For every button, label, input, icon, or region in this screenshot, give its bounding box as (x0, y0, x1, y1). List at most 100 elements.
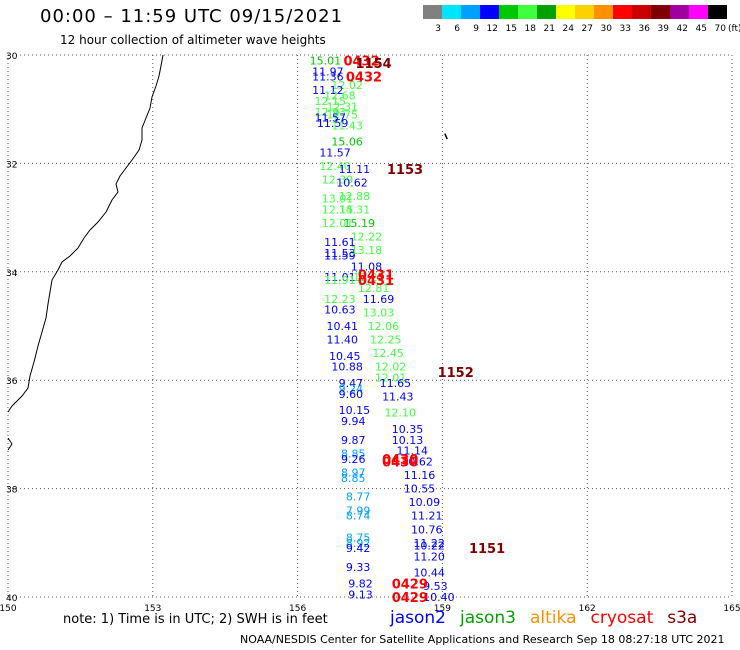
legend-swatch (594, 5, 613, 19)
page-subtitle: 12 hour collection of altimeter wave hei… (60, 33, 326, 47)
wave-height-label: 11.36 (312, 71, 344, 84)
wave-height-label: 12.22 (351, 231, 383, 244)
wave-height-label: 9.24 (339, 382, 364, 395)
wave-height-label: 11.16 (404, 469, 436, 482)
wave-height-label: 9.42 (346, 542, 371, 555)
wave-height-label: 10.45 (329, 350, 361, 363)
legend-swatch (537, 5, 556, 19)
pass-time-label: 0430 (382, 453, 418, 468)
wave-height-label: 12.06 (368, 320, 400, 333)
wave-height-label: 10.62 (401, 456, 433, 469)
legend-label: 30 (601, 24, 613, 34)
wave-height-label: 13.18 (351, 244, 383, 257)
lat-tick-label: 30 (6, 52, 18, 62)
wave-height-label: 10.09 (409, 496, 441, 509)
legend-swatch (575, 5, 594, 19)
wave-height-label: 9.53 (423, 580, 448, 593)
legend-swatch (480, 5, 499, 19)
pass-time-label: 0429 (392, 577, 428, 592)
wave-height-label: 10.35 (392, 423, 424, 436)
legend-label: 45 (696, 24, 707, 34)
satellite-legend-cryosat: cryosat (590, 608, 654, 628)
legend-label: 18 (525, 24, 537, 34)
wave-height-label: 10.62 (336, 176, 368, 189)
wave-height-label: 10.22 (413, 540, 445, 553)
wave-height-label: 11.14 (397, 445, 429, 458)
footer-note: note: 1) Time is in UTC; 2) SWH is in fe… (63, 612, 328, 627)
lon-tick-label: 150 (0, 604, 17, 614)
legend-swatch (499, 5, 518, 19)
pass-time-label: 1151 (469, 542, 505, 557)
wave-height-label: 11.01 (324, 271, 356, 284)
wave-height-label: 8.74 (346, 510, 371, 523)
wave-height-label: 12.15 (322, 203, 354, 216)
wave-height-label: 9.26 (341, 453, 366, 466)
satellite-legend-s3a: s3a (667, 608, 698, 628)
lon-tick-label: 165 (723, 604, 740, 614)
wave-height-label: 11.69 (363, 293, 395, 306)
wave-height-label: 9.82 (348, 577, 373, 590)
legend-swatch (632, 5, 651, 19)
wave-height-label: 7.99 (346, 504, 371, 517)
legend-swatch (613, 5, 632, 19)
wave-height-label: 12.25 (370, 334, 402, 347)
legend-label: 24 (563, 24, 575, 34)
wave-height-label: 11.43 (331, 119, 363, 132)
wave-height-label: 12.75 (327, 109, 359, 122)
pass-time-label: 1154 (356, 57, 392, 72)
pass-time-label: 0432 (346, 71, 382, 86)
wave-height-label: 15.01 (310, 54, 342, 67)
lat-tick-label: 32 (6, 160, 17, 170)
wave-height-label: 12.01 (375, 371, 407, 384)
wave-height-label: 11.21 (411, 510, 443, 523)
coastline (7, 54, 164, 413)
wave-height-label: 8.85 (341, 447, 366, 460)
legend-label: 15 (506, 24, 517, 34)
wave-height-label: 14.31 (339, 203, 371, 216)
wave-height-label: 11.11 (339, 163, 371, 176)
wave-height-label: 9.60 (339, 388, 364, 401)
satellite-legend-jason3: jason3 (460, 608, 516, 628)
legend-swatch (423, 5, 442, 19)
wave-height-label: 8.97 (341, 466, 366, 479)
wave-height-label: 11.12 (312, 84, 344, 97)
legend-label: 27 (582, 24, 593, 34)
lon-tick-label: 159 (434, 604, 451, 614)
wave-height-label: 11.22 (413, 537, 445, 550)
wave-height-label: 10.63 (324, 304, 356, 317)
wave-height-label: 11.53 (324, 247, 356, 260)
wave-height-label: 8.85 (341, 472, 366, 485)
legend-label: 39 (658, 24, 670, 34)
coastline-fragment (7, 437, 13, 451)
wave-height-label: 8.92 (346, 537, 371, 550)
legend-swatch (518, 5, 537, 19)
wave-height-label: 11.59 (324, 250, 356, 263)
stray-mark (444, 133, 448, 140)
wave-height-label: 12.02 (375, 361, 407, 374)
wave-height-label: 11.59 (317, 117, 349, 130)
wave-height-label: 11.43 (382, 390, 414, 403)
lon-tick-label: 162 (579, 604, 596, 614)
legend-label: 33 (620, 24, 631, 34)
lon-tick-label: 156 (289, 604, 306, 614)
lon-tick-label: 153 (144, 604, 161, 614)
wave-height-label: 9.94 (341, 415, 366, 428)
legend-label: 70 (715, 24, 727, 34)
legend-label: 21 (544, 24, 555, 34)
wave-height-label: 12.81 (358, 282, 390, 295)
wave-height-label: 12.88 (339, 190, 371, 203)
wave-height-label: 12.01 (322, 217, 354, 230)
pass-time-label: 1152 (438, 366, 474, 381)
legend-swatch (461, 5, 480, 19)
wave-height-label: 10.55 (404, 483, 436, 496)
wave-height-label: 13.01 (322, 193, 354, 206)
wave-height-label: 9.13 (348, 588, 373, 601)
wave-height-label: 10.44 (413, 567, 445, 580)
wave-height-label: 12.25 (353, 271, 385, 284)
legend-label: 12 (487, 24, 498, 34)
wave-height-label: 12.10 (384, 407, 416, 420)
legend-label: 3 (435, 24, 441, 34)
legend-swatch (708, 5, 727, 19)
wave-height-label: 12.31 (327, 100, 359, 113)
